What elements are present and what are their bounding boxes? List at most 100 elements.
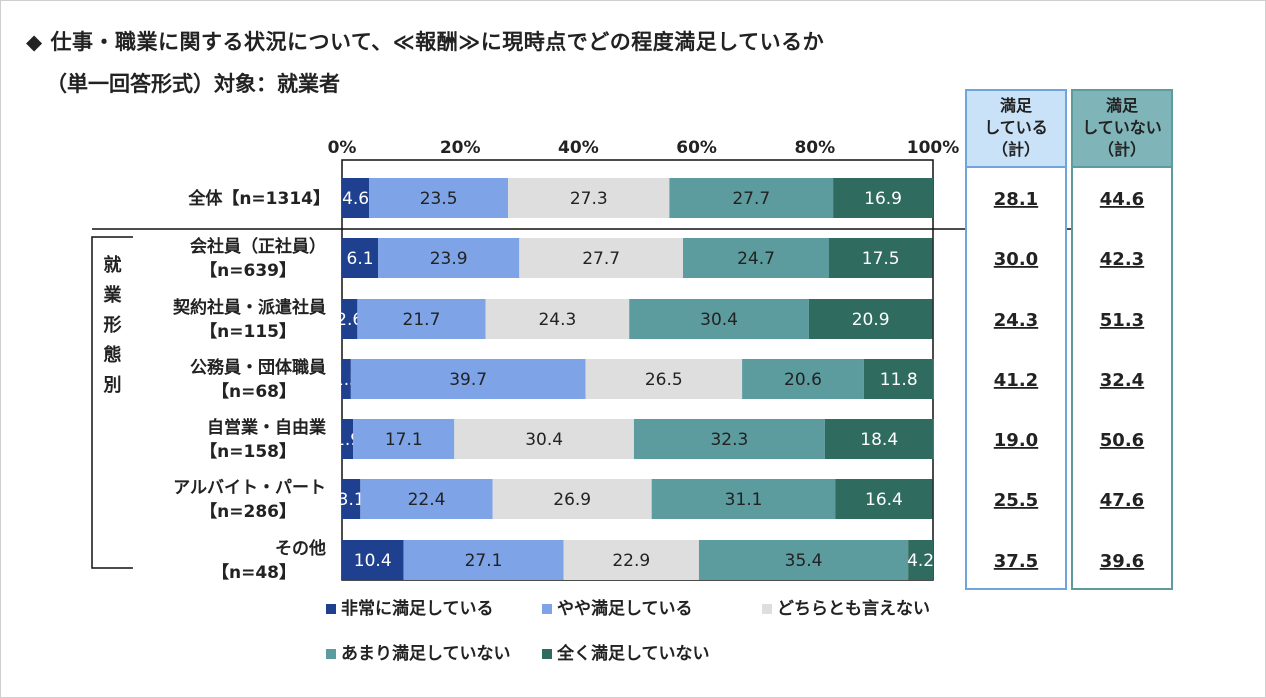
summary-value: 25.5: [994, 490, 1038, 511]
bar-segment: [342, 359, 351, 399]
x-tick-label: 60%: [676, 138, 717, 158]
chart-subtitle: （単一回答形式）対象：就業者: [46, 72, 340, 96]
summary-value: 44.6: [1100, 189, 1144, 210]
x-tick-label: 40%: [558, 138, 599, 158]
summary-value: 39.6: [1100, 551, 1144, 572]
bar-value-label: 17.5: [862, 249, 900, 269]
bar-segment: [342, 178, 370, 218]
bar-segment: [585, 359, 743, 399]
bar-segment: [342, 299, 358, 339]
bar-value-label: 26.9: [553, 490, 591, 510]
bar-value-label: 30.4: [700, 310, 738, 330]
bar-value-label: 32.3: [710, 430, 748, 450]
bar-value-label: 2.6: [336, 310, 363, 330]
bar-segment: [403, 540, 564, 580]
category-label: 自営業・自由業: [207, 417, 326, 438]
bar-value-label: 23.5: [420, 189, 458, 209]
bar-segment: [342, 419, 354, 459]
bar-segment: [369, 178, 509, 218]
summary-value: 28.1: [994, 189, 1038, 210]
bar-value-label: 16.4: [865, 490, 903, 510]
bar-segment: [698, 540, 909, 580]
category-n-label: 【n=639】: [200, 260, 296, 281]
bar-value-label: 27.7: [732, 189, 770, 209]
bar-value-label: 26.5: [645, 370, 683, 390]
bar-segment: [669, 178, 834, 218]
bar-value-label: 20.9: [852, 310, 890, 330]
bar-segment: [863, 359, 934, 399]
bar-segment: [633, 419, 825, 459]
bar-value-label: 39.7: [449, 370, 487, 390]
summary-value: 24.3: [994, 310, 1038, 331]
summary-value: 41.2: [994, 370, 1038, 391]
group-label: 就業形態別: [101, 254, 123, 405]
bar-segment: [342, 479, 361, 519]
legend-label: やや満足している: [557, 598, 693, 619]
summary-header-text: していない: [1082, 118, 1162, 137]
category-label: その他: [275, 538, 326, 559]
summary-header-text: （計）: [992, 140, 1040, 159]
category-n-label: 【n=158】: [200, 441, 296, 462]
summary-value: 47.6: [1100, 490, 1144, 511]
bar-segment: [742, 359, 864, 399]
bar-value-label: 31.1: [725, 490, 763, 510]
bar-value-label: 16.9: [864, 189, 902, 209]
category-n-label: 【n=68】: [212, 381, 296, 402]
bar-value-label: 27.1: [465, 551, 503, 571]
bar-segment: [342, 238, 379, 278]
bar-segment: [378, 238, 520, 278]
summary-value: 50.6: [1100, 430, 1144, 451]
bar-value-label: 22.9: [612, 551, 650, 571]
group-bracket: [91, 236, 133, 569]
legend-swatch: [762, 604, 772, 614]
bar-segment: [824, 419, 934, 459]
bar-segment: [683, 238, 829, 278]
summary-header-text: 満足: [1000, 96, 1033, 115]
bar-segment: [492, 479, 652, 519]
legend-swatch: [542, 649, 552, 659]
bar-segment: [342, 540, 404, 580]
summary-header-box: [965, 89, 1067, 168]
bar-segment: [519, 238, 684, 278]
category-label: 公務員・団体職員: [190, 357, 326, 378]
bar-segment: [485, 299, 630, 339]
bar-segment: [835, 479, 933, 519]
bar-segment: [357, 299, 486, 339]
bar-value-label: 4.2: [907, 551, 934, 571]
summary-column-box: [965, 166, 1067, 590]
bar-segment: [828, 238, 933, 278]
summary-header-text: （計）: [1098, 140, 1146, 159]
bar-segment: [353, 419, 455, 459]
bar-value-label: 18.4: [860, 430, 898, 450]
legend-swatch: [326, 649, 336, 659]
bar-segment: [651, 479, 836, 519]
bar-value-label: 35.4: [785, 551, 823, 571]
category-n-label: 【n=48】: [212, 562, 296, 583]
x-tick-label: 20%: [440, 138, 481, 158]
category-label: 会社員（正社員）: [190, 236, 326, 257]
bar-segment: [808, 299, 933, 339]
summary-value: 19.0: [994, 430, 1038, 451]
bar-value-label: 11.8: [880, 370, 918, 390]
bar-segment: [454, 419, 634, 459]
bar-segment: [908, 540, 933, 580]
category-n-label: 【n=115】: [200, 321, 296, 342]
bar-value-label: 24.3: [538, 310, 576, 330]
bar-value-label: 24.7: [737, 249, 775, 269]
bar-value-label: 21.7: [403, 310, 441, 330]
bar-value-label: 22.4: [408, 490, 446, 510]
x-tick-label: 0%: [328, 138, 357, 158]
bar-value-label: 3.1: [338, 490, 365, 510]
bar-value-label: 4.6: [342, 189, 369, 209]
bar-value-label: 10.4: [354, 551, 392, 571]
chart-title: ◆ 仕事・職業に関する状況について、≪報酬≫に現時点でどの程度満足しているか: [26, 30, 825, 54]
bar-segment: [350, 359, 586, 399]
x-tick-label: 80%: [794, 138, 835, 158]
legend-label: 非常に満足している: [341, 598, 494, 619]
legend-swatch: [542, 604, 552, 614]
category-label: アルバイト・パート: [173, 478, 326, 498]
legend-label: 全く満足していない: [556, 643, 710, 664]
summary-value: 37.5: [994, 551, 1038, 572]
x-tick-label: 100%: [907, 138, 960, 158]
